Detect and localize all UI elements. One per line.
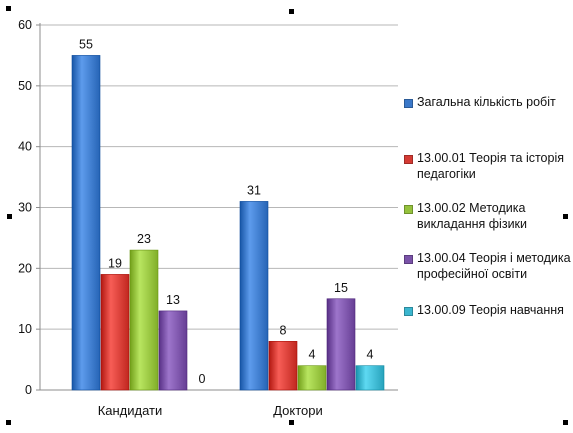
data-label: 8 bbox=[280, 323, 287, 337]
legend-swatch bbox=[404, 255, 413, 264]
data-label: 19 bbox=[108, 256, 122, 270]
selection-handle-bottom bbox=[289, 420, 294, 425]
legend-item: 13.00.04 Теорія і методика професійної о… bbox=[404, 250, 572, 282]
bar bbox=[100, 274, 130, 391]
legend-item: 13.00.02 Методика викладання фізики bbox=[404, 200, 572, 232]
bar bbox=[268, 341, 298, 391]
bar bbox=[129, 249, 159, 391]
y-tick-label: 10 bbox=[18, 322, 32, 336]
data-label: 23 bbox=[137, 232, 151, 246]
selection-handle-top bbox=[289, 9, 294, 14]
data-label: 0 bbox=[199, 372, 206, 386]
y-tick-label: 50 bbox=[18, 79, 32, 93]
legend-swatch bbox=[404, 99, 413, 108]
x-category-label: Кандидати bbox=[98, 403, 163, 418]
data-label: 55 bbox=[79, 37, 93, 51]
legend-item: 13.00.01 Теорія та історія педагогіки bbox=[404, 150, 572, 182]
legend-label: 13.00.04 Теорія і методика професійної о… bbox=[417, 251, 571, 281]
y-tick-label: 40 bbox=[18, 140, 32, 154]
selection-handle-bottom-right bbox=[563, 420, 568, 425]
data-label: 31 bbox=[247, 183, 261, 197]
legend-item: 13.00.09 Теорія навчання bbox=[404, 302, 572, 318]
data-label: 4 bbox=[309, 348, 316, 362]
y-tick-label: 30 bbox=[18, 201, 32, 215]
legend-label: 13.00.02 Методика викладання фізики bbox=[417, 201, 527, 231]
legend-label: 13.00.09 Теорія навчання bbox=[417, 303, 564, 317]
bar bbox=[158, 310, 188, 391]
y-tick-label: 20 bbox=[18, 261, 32, 275]
selection-handle-bottom-left bbox=[6, 420, 11, 425]
selection-handle-right bbox=[563, 214, 568, 219]
selection-handle-top-left bbox=[6, 6, 11, 11]
y-tick-label: 0 bbox=[25, 383, 32, 397]
data-label: 15 bbox=[334, 281, 348, 295]
legend-label: 13.00.01 Теорія та історія педагогіки bbox=[417, 151, 565, 181]
x-category-label: Доктори bbox=[273, 403, 323, 418]
bar bbox=[297, 365, 327, 391]
legend-swatch bbox=[404, 155, 413, 164]
data-label: 4 bbox=[367, 348, 374, 362]
bar bbox=[326, 298, 356, 391]
legend-item: Загальна кількість робіт bbox=[404, 94, 572, 110]
y-tick-label: 60 bbox=[18, 18, 32, 32]
bar bbox=[355, 365, 385, 391]
legend-label: Загальна кількість робіт bbox=[417, 95, 556, 109]
bar bbox=[239, 201, 269, 391]
legend-swatch bbox=[404, 205, 413, 214]
selection-handle-left bbox=[7, 214, 12, 219]
bar bbox=[71, 55, 101, 391]
data-label: 13 bbox=[166, 293, 180, 307]
legend-swatch bbox=[404, 307, 413, 316]
